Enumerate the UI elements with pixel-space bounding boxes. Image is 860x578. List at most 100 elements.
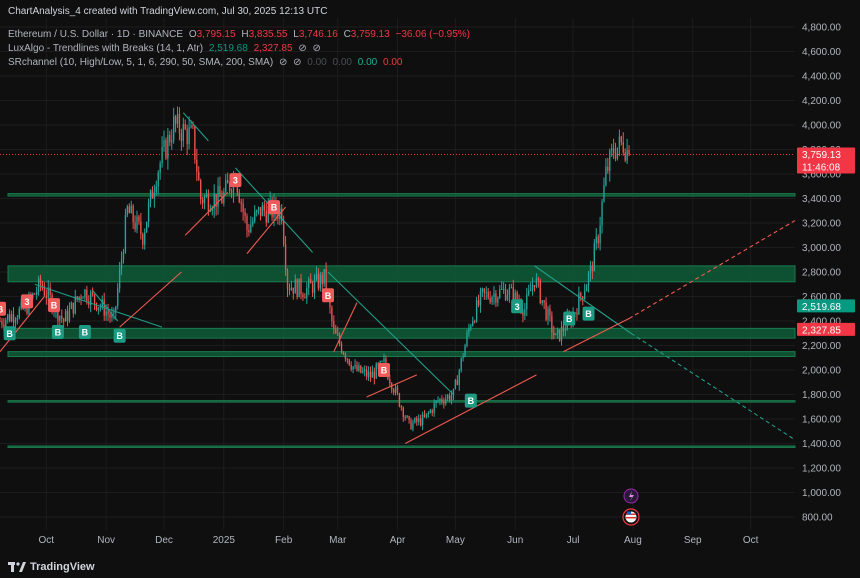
candle-body[interactable] [113,312,115,314]
candle-body[interactable] [200,180,202,200]
candle-body[interactable] [408,416,410,420]
candle-body[interactable] [352,366,354,370]
candle-body[interactable] [159,163,161,173]
candle-body[interactable] [501,289,503,291]
candle-body[interactable] [144,232,146,245]
candle-body[interactable] [516,292,518,302]
candle-body[interactable] [622,142,624,153]
candle-body[interactable] [61,315,63,319]
candle-body[interactable] [122,252,125,260]
candle-body[interactable] [340,343,343,353]
candle-body[interactable] [261,205,264,216]
break-down-label[interactable] [229,173,242,188]
candle-body[interactable] [201,199,204,204]
candle-body[interactable] [178,113,181,134]
candle-body[interactable] [423,414,426,417]
break-up-label[interactable] [51,325,64,340]
candle-body[interactable] [342,352,345,355]
candle-body[interactable] [230,191,233,193]
candle-body[interactable] [427,412,430,414]
visibility-off-icon[interactable]: ⊘ [298,43,307,54]
candle-body[interactable] [43,288,46,296]
candle-body[interactable] [238,192,240,203]
candle-body[interactable] [57,304,59,321]
candle-body[interactable] [614,153,617,159]
candle-body[interactable] [381,361,383,363]
candle-body[interactable] [404,417,406,419]
candle-body[interactable] [93,294,96,304]
candle-body[interactable] [429,410,431,413]
candle-body[interactable] [383,358,385,362]
symbol-name[interactable]: Ethereum / U.S. Dollar · 1D · BINANCE [8,29,184,40]
candle-body[interactable] [80,296,82,299]
candle-body[interactable] [620,136,623,143]
candle-body[interactable] [392,389,395,393]
candle-body[interactable] [549,308,551,316]
candle-body[interactable] [418,418,420,422]
candle-body[interactable] [45,295,47,298]
candle-body[interactable] [142,234,144,245]
candle-body[interactable] [535,278,538,287]
candle-body[interactable] [365,369,368,377]
candle-body[interactable] [196,159,198,172]
break-up-label[interactable] [78,325,91,340]
candle-body[interactable] [267,205,269,223]
candle-body[interactable] [184,124,186,130]
break-down-label[interactable] [0,301,6,316]
candle-body[interactable] [49,287,51,295]
candle-body[interactable] [406,416,408,418]
candle-body[interactable] [252,221,254,225]
candle-body[interactable] [136,216,138,230]
candle-body[interactable] [356,364,358,371]
candle-body[interactable] [448,395,451,401]
candle-body[interactable] [360,365,362,373]
break-down-label[interactable] [377,363,390,377]
candle-body[interactable] [1,321,3,325]
candle-body[interactable] [315,273,318,280]
break-up-label[interactable] [3,326,16,341]
us-flag-icon[interactable] [622,508,640,526]
candle-body[interactable] [88,301,90,305]
candle-body[interactable] [611,148,613,151]
candle-body[interactable] [292,287,294,294]
candle-body[interactable] [514,292,516,305]
candle-body[interactable] [211,208,213,211]
candle-body[interactable] [145,221,148,233]
candle-body[interactable] [454,379,457,389]
break-up-label[interactable] [511,299,524,314]
candle-body[interactable] [539,280,541,304]
candle-body[interactable] [506,295,509,301]
candle-body[interactable] [26,303,28,314]
candle-body[interactable] [244,211,246,216]
candle-body[interactable] [14,320,17,323]
candle-body[interactable] [68,308,71,322]
candle-body[interactable] [66,310,69,322]
candle-body[interactable] [489,297,491,303]
candle-body[interactable] [151,190,154,199]
candle-body[interactable] [74,296,76,314]
candle-body[interactable] [556,329,559,334]
candle-body[interactable] [562,326,565,332]
candle-body[interactable] [302,294,304,298]
candle-body[interactable] [458,370,460,386]
candle-body[interactable] [265,210,267,223]
visibility-off-icon[interactable]: ⊘ [278,57,288,68]
candle-body[interactable] [59,315,61,321]
candle-body[interactable] [551,315,553,333]
candle-body[interactable] [186,129,188,144]
candle-body[interactable] [495,293,497,303]
candle-body[interactable] [205,194,208,197]
break-down-label[interactable] [268,200,281,215]
candle-body[interactable] [508,287,511,296]
candle-body[interactable] [167,134,169,159]
candle-body[interactable] [165,139,167,159]
candle-body[interactable] [171,140,173,143]
candle-body[interactable] [373,371,376,379]
candle-body[interactable] [470,325,472,329]
candle-body[interactable] [560,326,563,341]
candle-body[interactable] [306,287,308,299]
candle-body[interactable] [207,194,210,211]
candle-body[interactable] [346,358,349,360]
candle-body[interactable] [317,273,320,289]
candle-body[interactable] [439,399,441,401]
